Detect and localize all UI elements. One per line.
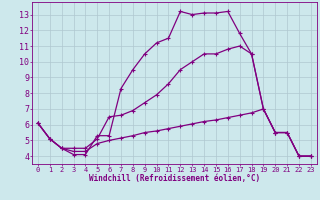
X-axis label: Windchill (Refroidissement éolien,°C): Windchill (Refroidissement éolien,°C) — [89, 174, 260, 183]
